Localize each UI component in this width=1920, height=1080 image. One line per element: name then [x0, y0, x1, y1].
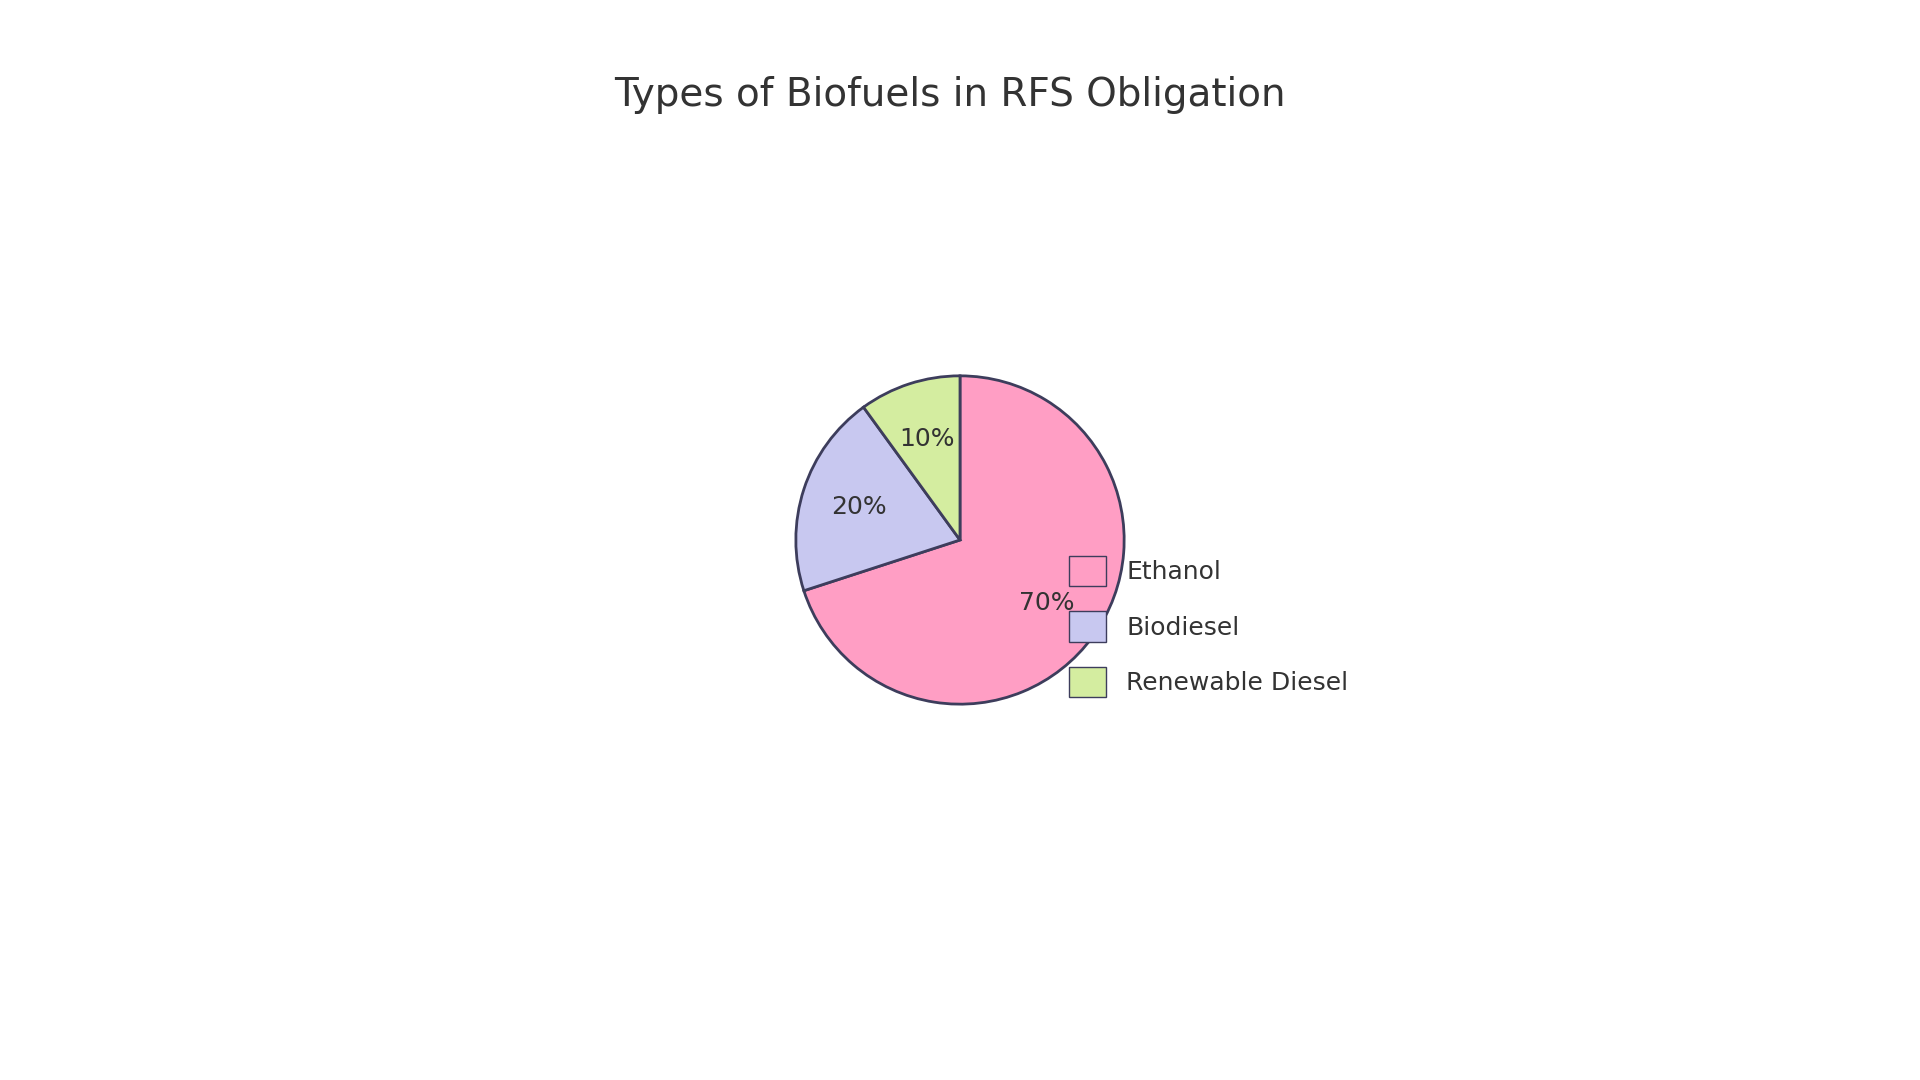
Text: 20%: 20%: [831, 495, 887, 519]
Text: Types of Biofuels in RFS Obligation: Types of Biofuels in RFS Obligation: [614, 76, 1286, 113]
Wedge shape: [864, 376, 960, 540]
Legend: Ethanol, Biodiesel, Renewable Diesel: Ethanol, Biodiesel, Renewable Diesel: [1060, 545, 1359, 707]
Text: 70%: 70%: [1020, 591, 1073, 615]
Wedge shape: [804, 376, 1123, 704]
Text: 10%: 10%: [899, 427, 954, 450]
Wedge shape: [797, 407, 960, 591]
